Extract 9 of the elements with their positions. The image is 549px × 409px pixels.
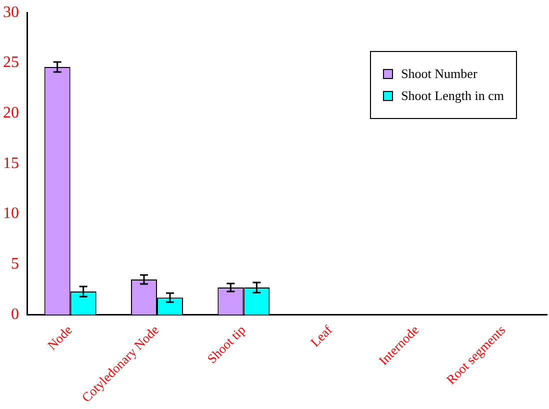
y-tick-label: 10 — [3, 205, 19, 222]
y-tick-label: 0 — [11, 306, 19, 323]
y-tick-label: 5 — [11, 256, 19, 273]
y-tick-label: 30 — [3, 4, 19, 21]
y-tick-label: 20 — [3, 104, 19, 122]
legend-label: Shoot Length in cm — [400, 88, 504, 104]
y-tick-label: 15 — [3, 154, 19, 172]
y-tick-label: 25 — [3, 54, 19, 72]
legend-label: Shoot Number — [400, 66, 478, 82]
